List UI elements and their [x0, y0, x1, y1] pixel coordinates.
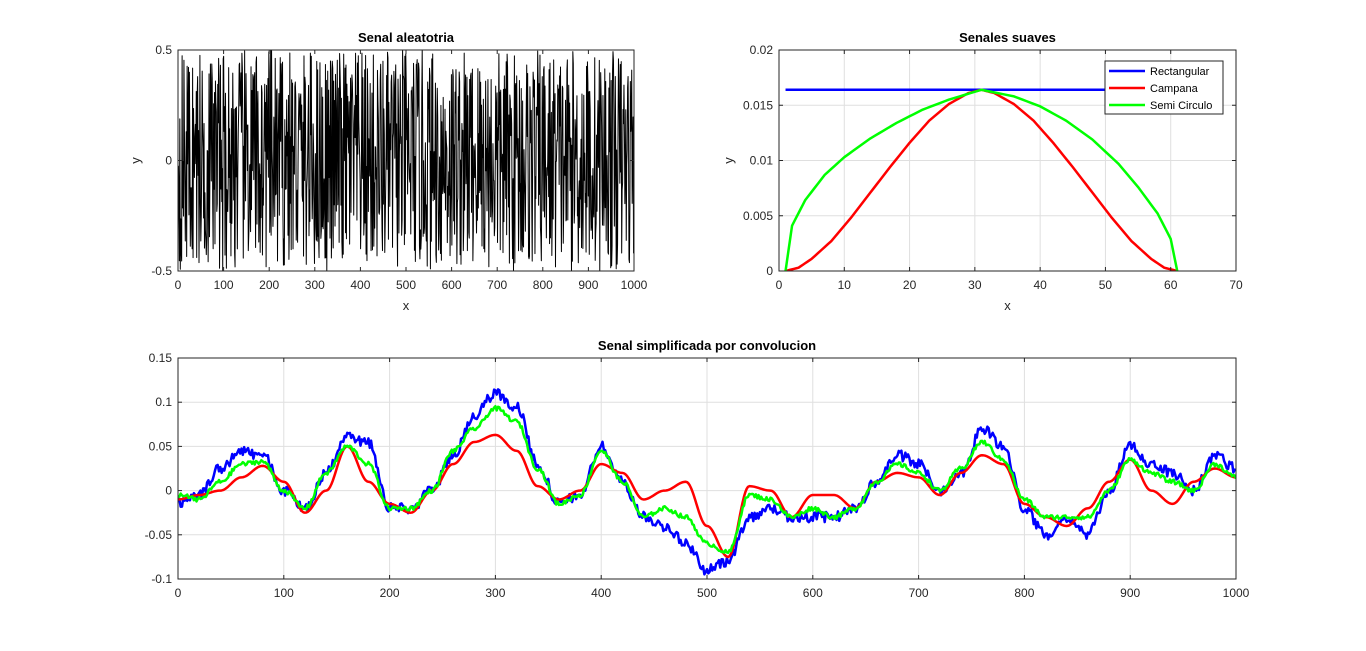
y-axis-label: y [721, 157, 736, 164]
x-tick-label: 700 [909, 586, 929, 600]
x-tick-label: 800 [1014, 586, 1034, 600]
plot-lines [178, 388, 1236, 576]
x-tick-label: 40 [1033, 278, 1047, 292]
chart-3: 0 100 200 300 400 500 600 700 800 900 1000 -0.1 -0.0… [145, 338, 1250, 600]
x-tick-label: 0 [175, 278, 182, 292]
x-tick-label: 70 [1229, 278, 1243, 292]
x-tick-label: 30 [968, 278, 982, 292]
series-line-3 [178, 404, 1236, 555]
legend: Rectangular Campana Semi Circulo [1104, 60, 1224, 115]
x-axis-label: x [1004, 298, 1011, 313]
y-tick-label: 0.05 [149, 439, 173, 453]
y-tick-label: -0.1 [151, 572, 172, 586]
x-tick-label: 100 [214, 278, 234, 292]
x-tick-label: 900 [1120, 586, 1140, 600]
y-tick-label: 0.01 [750, 154, 774, 168]
y-tick-label: 0.5 [155, 43, 172, 57]
series-line-2 [178, 433, 1236, 559]
x-tick-label: 300 [305, 278, 325, 292]
series-line-1 [178, 50, 634, 271]
x-tick-label: 200 [259, 278, 279, 292]
y-tick-label: 0.015 [743, 98, 773, 112]
legend-label-3: Semi Circulo [1150, 100, 1212, 112]
x-tick-label: 1000 [621, 278, 648, 292]
y-tick-label: -0.5 [151, 264, 172, 278]
x-tick-label: 0 [776, 278, 783, 292]
x-tick-label: 400 [350, 278, 370, 292]
y-axis-label: y [128, 157, 143, 164]
y-tick-label: 0.1 [155, 395, 172, 409]
chart-title: Senal aleatotria [358, 30, 455, 45]
x-tick-label: 900 [578, 278, 598, 292]
x-tick-label: 10 [838, 278, 852, 292]
x-tick-label: 300 [485, 586, 505, 600]
x-tick-label: 800 [533, 278, 553, 292]
x-tick-label: 50 [1099, 278, 1113, 292]
chart-title: Senal simplificada por convolucion [598, 338, 816, 353]
chart-1: 0 100 200 300 400 500 600 700 800 900 1000-0.500.5… [128, 30, 648, 313]
x-tick-label: 600 [442, 278, 462, 292]
x-tick-label: 0 [175, 586, 182, 600]
x-tick-label: 400 [591, 586, 611, 600]
y-tick-label: 0 [766, 264, 773, 278]
x-tick-label: 200 [380, 586, 400, 600]
series-line-3 [784, 88, 1179, 271]
x-tick-label: 100 [274, 586, 294, 600]
x-tick-label: 700 [487, 278, 507, 292]
x-tick-label: 20 [903, 278, 917, 292]
y-tick-label: -0.05 [145, 528, 173, 542]
y-tick-label: 0.005 [743, 209, 773, 223]
x-tick-label: 60 [1164, 278, 1178, 292]
y-tick-label: 0 [165, 154, 172, 168]
chart-title: Senales suaves [959, 30, 1056, 45]
plot-lines [178, 50, 634, 271]
x-axis-label: x [403, 298, 410, 313]
chart-2: 0 10 20 30 40 50 60 70 0 0.005 0.01 0.015 0.02 Senale… [721, 30, 1243, 313]
x-tick-label: 1000 [1223, 586, 1250, 600]
x-tick-label: 600 [803, 586, 823, 600]
x-tick-label: 500 [396, 278, 416, 292]
y-tick-label: 0.15 [149, 351, 173, 365]
legend-label-1: Rectangular [1150, 66, 1210, 78]
y-tick-label: 0 [165, 484, 172, 498]
y-tick-label: 0.02 [750, 43, 774, 57]
legend-label-2: Campana [1150, 83, 1199, 95]
x-tick-label: 500 [697, 586, 717, 600]
